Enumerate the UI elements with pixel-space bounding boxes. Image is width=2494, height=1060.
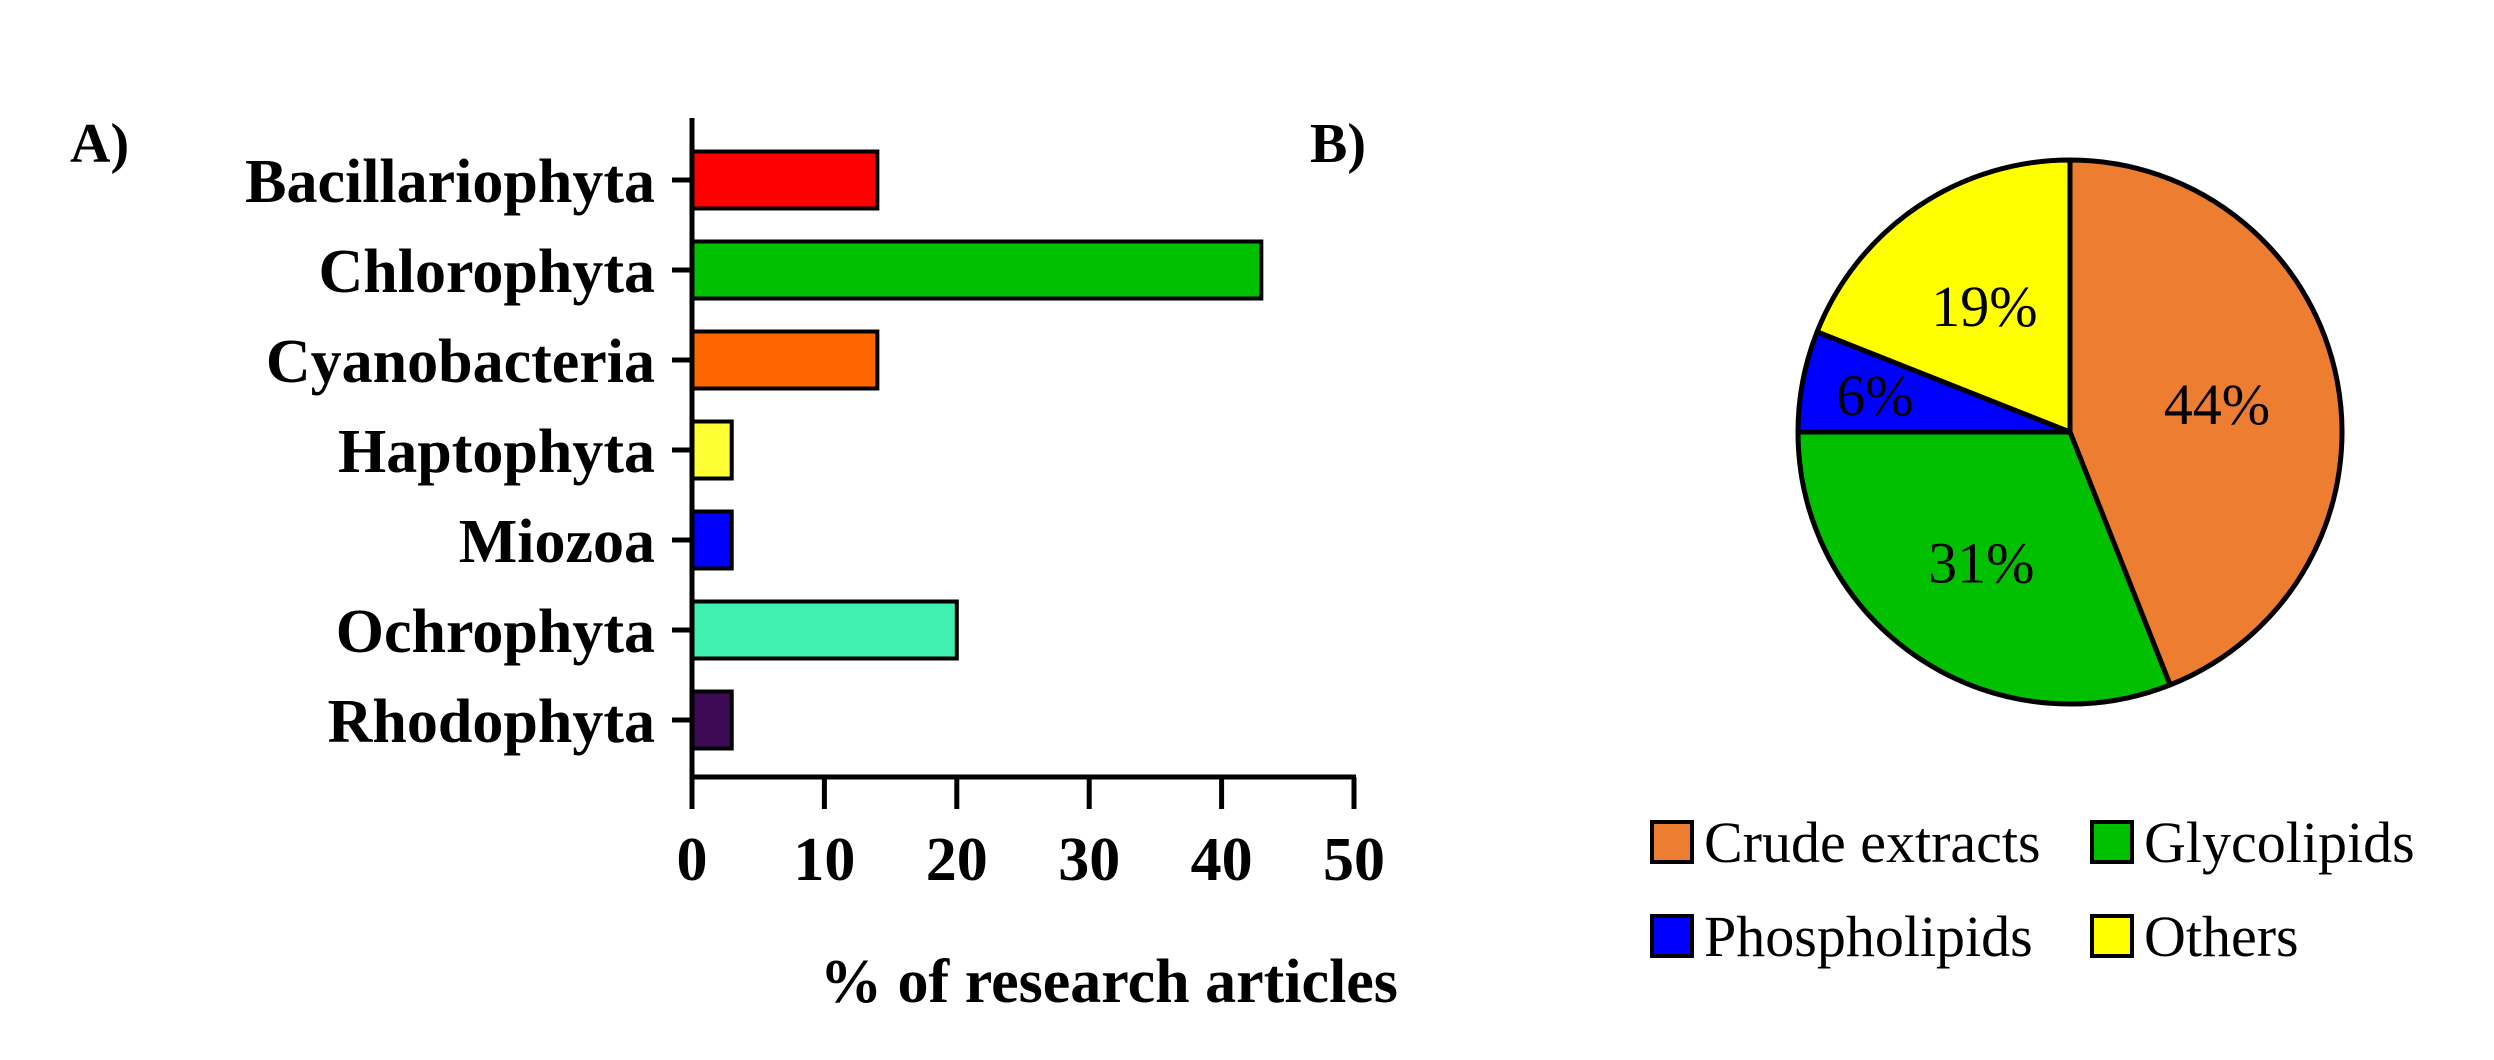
category-label-cyanobacteria: Cyanobacteria (266, 328, 655, 396)
panel-label-b: B) (1310, 113, 1366, 175)
pie-slice-labels: 44% 31% 6% 19% (1836, 274, 2270, 595)
bar-bacillariophyta (690, 149, 880, 211)
pie-label-crude-extracts: 44% (2164, 372, 2270, 437)
pie-slice-crude-extracts (2067, 157, 2345, 688)
x-tick-label: 0 (677, 826, 708, 894)
y-axis-ticks (672, 177, 692, 723)
legend-label: Glycolipids (2144, 810, 2415, 875)
bar-cyanobacteria (690, 329, 880, 391)
category-label-haptophyta: Haptophyta (338, 418, 655, 486)
legend-label: Phospholipids (1704, 904, 2033, 969)
pie-slice-glycolipids (1795, 429, 2173, 707)
legend-swatch (1650, 914, 1694, 958)
pie-label-phospholipids: 6% (1836, 363, 1913, 428)
legend-item-crude-extracts: Crude extracts (1650, 810, 2041, 875)
bar-series (690, 149, 1264, 751)
pie-chart-panel: B) 44% 31% 6% 19% Crude extracts Glycolipids… (1310, 113, 2415, 969)
x-tick-label: 10 (793, 826, 855, 894)
legend-swatch (1650, 820, 1694, 864)
legend-label: Others (2144, 904, 2299, 969)
bar-chart-panel: A) Bacillariophyta Chlorophyta Cyanobacter… (70, 113, 1398, 1016)
bar-ochrophyta (690, 599, 959, 661)
pie-label-glycolipids: 31% (1928, 530, 2034, 595)
bar-miozoa (690, 509, 734, 571)
category-labels: Bacillariophyta Chlorophyta Cyanobacteria H… (245, 148, 655, 756)
bar-haptophyta (690, 419, 734, 481)
legend-item-phospholipids: Phospholipids (1650, 904, 2033, 969)
legend-swatch (2090, 820, 2134, 864)
x-tick-label: 40 (1191, 826, 1253, 894)
legend-item-others: Others (2090, 904, 2299, 969)
x-axis-ticks: 0 10 20 30 40 50 (677, 777, 1385, 894)
legend-label: Crude extracts (1704, 810, 2041, 875)
x-tick-label: 50 (1323, 826, 1385, 894)
panel-label-a: A) (70, 113, 129, 175)
x-tick-label: 30 (1058, 826, 1120, 894)
legend-swatch (2090, 914, 2134, 958)
category-label-chlorophyta: Chlorophyta (319, 238, 656, 306)
x-tick-label: 20 (926, 826, 988, 894)
category-label-miozoa: Miozoa (459, 508, 655, 576)
pie-label-others: 19% (1931, 274, 2037, 339)
category-label-rhodophyta: Rhodophyta (328, 688, 655, 756)
category-label-ochrophyta: Ochrophyta (336, 598, 655, 666)
bar-rhodophyta (690, 689, 734, 751)
pie-slice-others (1814, 157, 2073, 435)
category-label-bacillariophyta: Bacillariophyta (245, 148, 655, 216)
pie-legend: Crude extracts Glycolipids Phospholipids Ot… (1650, 810, 2415, 969)
legend-item-glycolipids: Glycolipids (2090, 810, 2415, 875)
pie-slices (1795, 157, 2345, 707)
bar-chlorophyta (690, 239, 1264, 301)
x-axis-title: % of research articles (820, 948, 1398, 1016)
